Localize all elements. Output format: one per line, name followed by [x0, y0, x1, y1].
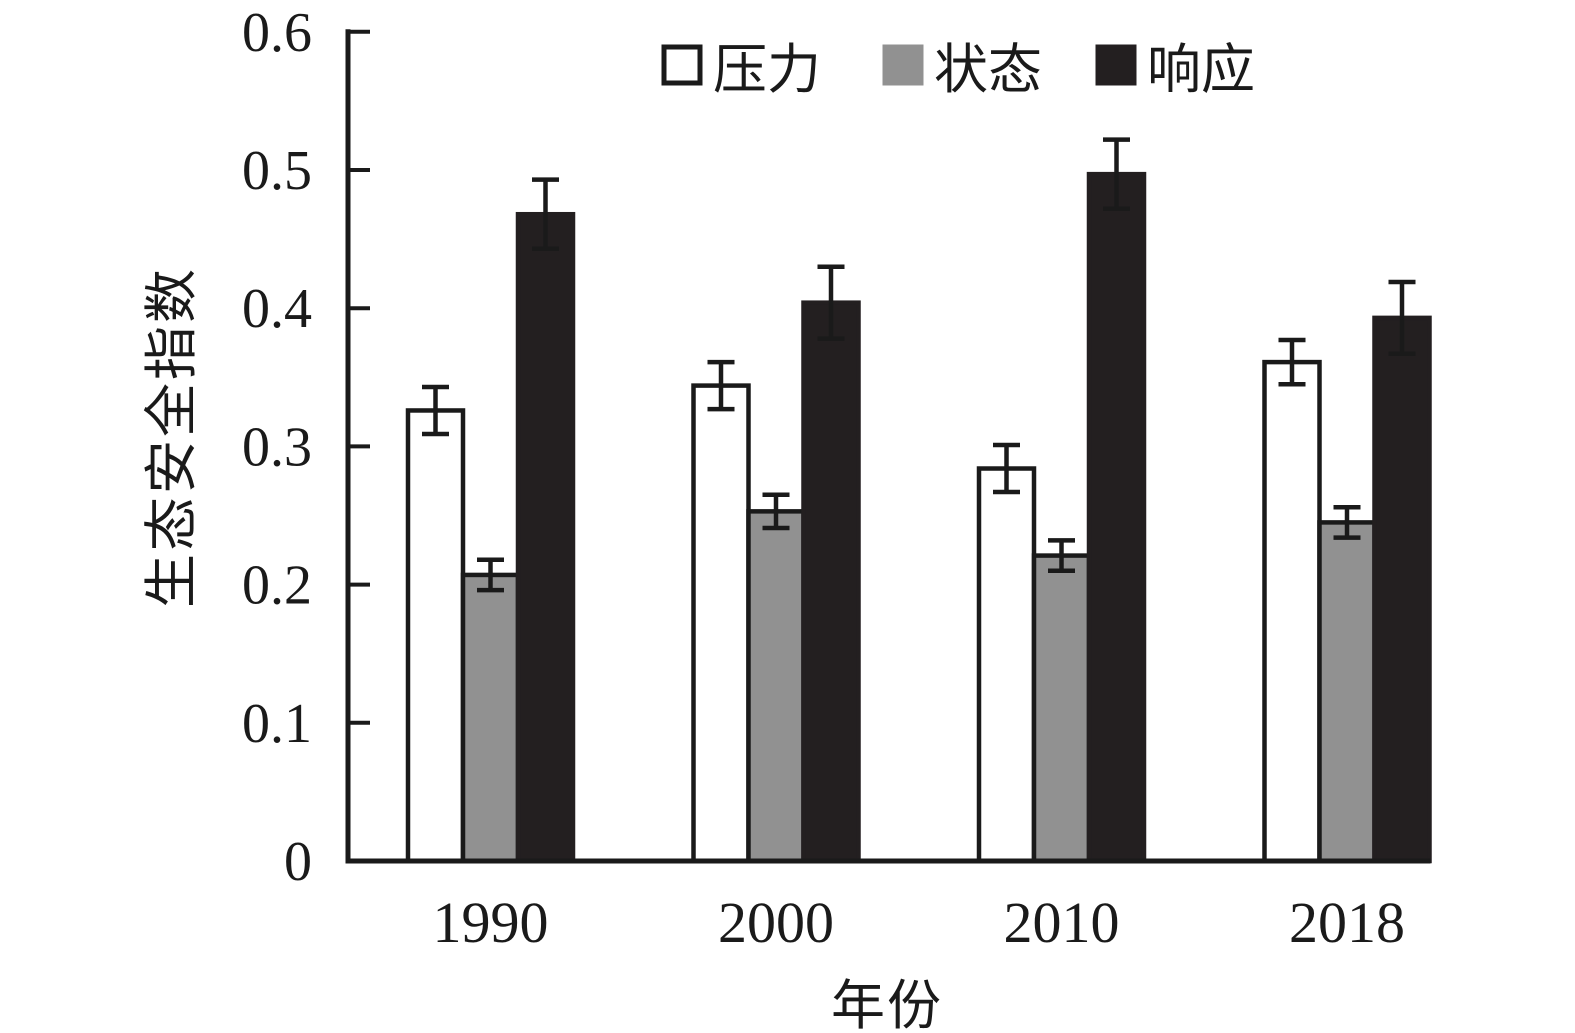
- bar-pressure-2018: [1262, 359, 1322, 864]
- bar-state-1990: [460, 572, 521, 864]
- legend-swatch-pressure: [661, 44, 703, 86]
- bar-pressure-1990: [405, 408, 466, 864]
- bar-state-2000: [746, 509, 806, 864]
- y-tick-label-0.6: 0.6: [242, 2, 312, 64]
- legend-label-state: 状态: [934, 40, 1042, 100]
- y-tick-label-0.2: 0.2: [242, 555, 312, 617]
- x-tick-label-1990: 1990: [433, 890, 549, 955]
- x-tick-label-2018: 2018: [1289, 890, 1405, 955]
- y-tick-label-0.4: 0.4: [242, 278, 312, 340]
- y-tick-label-0.5: 0.5: [242, 140, 312, 202]
- y-tick-label-0.3: 0.3: [242, 416, 312, 478]
- bar-state-2010: [1031, 553, 1092, 864]
- bar-pressure-2010: [976, 466, 1037, 864]
- legend-label-response: 响应: [1147, 40, 1255, 100]
- bar-response-2018: [1372, 315, 1432, 864]
- legend-label-pressure: 压力: [713, 40, 821, 100]
- bar-response-2010: [1086, 171, 1147, 864]
- legend-swatch-response: [1095, 44, 1137, 86]
- x-tick-label-2000: 2000: [718, 890, 834, 955]
- bar-pressure-2000: [691, 383, 751, 864]
- bar-state-2018: [1317, 520, 1377, 864]
- legend-swatch-state: [882, 44, 924, 86]
- bar-response-2000: [801, 300, 861, 864]
- y-tick-label-0: 0: [284, 831, 312, 893]
- y-axis-title: 生态安全指数: [142, 266, 202, 608]
- x-tick-label-2010: 2010: [1004, 890, 1120, 955]
- y-tick-label-0.1: 0.1: [242, 693, 312, 755]
- x-axis-title: 年份: [831, 976, 943, 1033]
- bar-response-1990: [515, 211, 576, 864]
